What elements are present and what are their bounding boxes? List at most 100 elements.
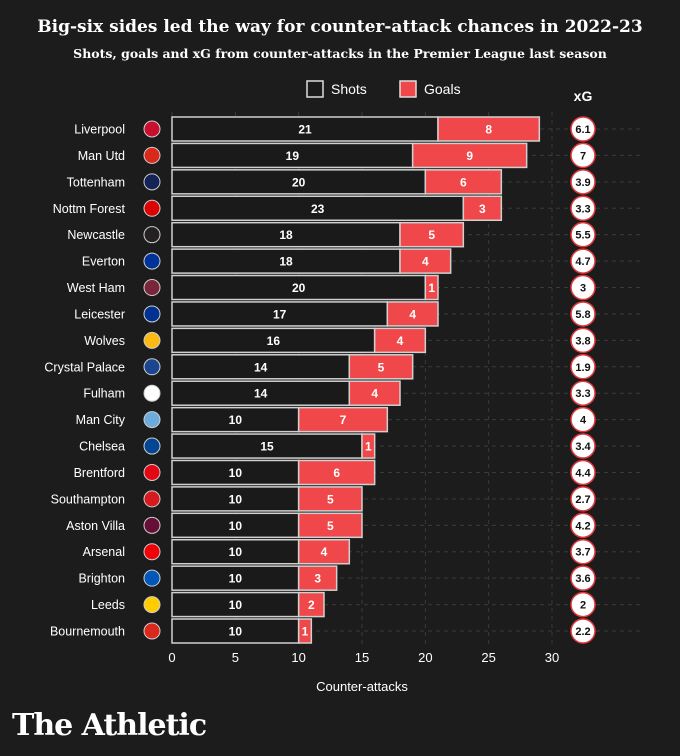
team-label: Newcastle xyxy=(67,228,125,242)
bar-goals xyxy=(297,459,376,486)
goals-value-label: 3 xyxy=(314,572,321,586)
bar-shots xyxy=(171,565,300,591)
team-label: Arsenal xyxy=(83,545,125,559)
team-crest-icon xyxy=(143,146,161,164)
team-label: Liverpool xyxy=(74,123,125,137)
xg-header: xG xyxy=(574,88,593,104)
team-label: West Ham xyxy=(67,281,125,295)
shots-value-label: 20 xyxy=(292,281,306,295)
xg-value-label: 3.7 xyxy=(575,547,590,559)
bar-shots xyxy=(171,354,351,380)
bar-shots xyxy=(171,274,427,301)
team-crest-icon xyxy=(143,490,161,508)
bar-shots xyxy=(171,433,363,459)
team-crest-icon xyxy=(143,622,161,640)
goals-value-label: 1 xyxy=(365,440,372,454)
xg-value-label: 3.6 xyxy=(575,573,590,585)
x-tick-label: 25 xyxy=(481,650,495,665)
shots-value-label: 10 xyxy=(229,545,243,559)
xg-badge xyxy=(570,406,596,433)
bar-goals xyxy=(297,486,363,512)
shots-value-label: 15 xyxy=(260,440,274,454)
shots-value-label: 10 xyxy=(229,466,243,480)
bar-goals xyxy=(297,565,338,591)
x-tick-label: 30 xyxy=(545,650,559,665)
x-tick-label: 10 xyxy=(291,650,305,665)
xg-badge xyxy=(570,538,596,565)
bar-goals xyxy=(348,354,414,380)
xg-badge xyxy=(570,116,596,142)
shots-value-label: 10 xyxy=(229,492,243,506)
x-tick-label: 5 xyxy=(232,650,239,665)
xg-value-label: 6.1 xyxy=(575,124,590,136)
goals-value-label: 5 xyxy=(428,228,435,242)
shots-value-label: 17 xyxy=(273,307,287,321)
team-crest-icon xyxy=(143,543,161,561)
bar-goals xyxy=(399,248,452,274)
shots-value-label: 21 xyxy=(298,123,312,137)
xg-badge xyxy=(570,301,596,327)
team-label: Bournemouth xyxy=(50,625,125,639)
xg-value-label: 2.7 xyxy=(575,494,590,506)
xg-value-label: 4.7 xyxy=(575,256,590,268)
xg-value-label: 4.2 xyxy=(575,520,590,532)
bar-goals xyxy=(361,433,376,459)
xg-badge xyxy=(570,459,596,486)
legend-label-shots: Shots xyxy=(331,81,367,97)
shots-value-label: 10 xyxy=(229,413,243,427)
goals-value-label: 5 xyxy=(327,519,334,533)
team-crest-icon xyxy=(143,173,161,191)
bar-goals xyxy=(462,195,503,222)
chart-subtitle: Shots, goals and xG from counter-attacks… xyxy=(73,46,607,61)
xg-value-label: 4.4 xyxy=(575,467,591,479)
bar-goals xyxy=(297,512,363,539)
legend-label-goals: Goals xyxy=(424,81,461,97)
xg-badge xyxy=(570,618,596,644)
xg-value-label: 2 xyxy=(580,600,586,612)
team-crest-icon xyxy=(143,305,161,323)
bar-shots xyxy=(171,486,300,512)
xg-badge xyxy=(570,591,596,618)
team-crest-icon xyxy=(143,252,161,270)
team-crest-icon xyxy=(143,437,161,455)
xg-badge xyxy=(570,565,596,591)
team-label: Aston Villa xyxy=(66,519,125,533)
xg-value-label: 5.5 xyxy=(575,230,590,242)
team-crest-icon xyxy=(143,279,161,297)
team-crest-icon xyxy=(143,331,161,349)
legend-swatch-goals xyxy=(399,80,417,98)
xg-badge xyxy=(570,195,596,222)
goals-value-label: 4 xyxy=(397,334,404,348)
legend-swatch-shots xyxy=(306,80,324,98)
xg-badge xyxy=(570,512,596,539)
bar-goals xyxy=(411,142,528,169)
bar-shots xyxy=(171,142,414,169)
xg-value-label: 3 xyxy=(580,283,586,295)
team-crest-icon xyxy=(143,226,161,244)
xg-badge xyxy=(570,354,596,380)
xg-badge xyxy=(570,380,596,406)
shots-value-label: 18 xyxy=(279,255,293,269)
xg-badge xyxy=(570,248,596,274)
xg-value-label: 3.3 xyxy=(575,203,590,215)
team-crest-icon xyxy=(143,384,161,402)
goals-value-label: 1 xyxy=(428,281,435,295)
team-label: Brighton xyxy=(78,572,125,586)
goals-value-label: 4 xyxy=(371,387,378,401)
x-tick-label: 0 xyxy=(168,650,175,665)
shots-value-label: 20 xyxy=(292,175,306,189)
shots-value-label: 10 xyxy=(229,519,243,533)
team-label: Man Utd xyxy=(78,149,125,163)
x-tick-label: 20 xyxy=(418,650,432,665)
bar-shots xyxy=(171,591,300,618)
xg-badge xyxy=(570,142,596,169)
team-crest-icon xyxy=(143,569,161,587)
xg-value-label: 2.2 xyxy=(575,626,590,638)
bar-shots xyxy=(171,327,376,354)
shots-value-label: 14 xyxy=(254,360,268,374)
team-label: Leeds xyxy=(91,598,125,612)
goals-value-label: 5 xyxy=(327,492,334,506)
xg-value-label: 7 xyxy=(580,150,586,162)
team-crest-icon xyxy=(143,411,161,429)
